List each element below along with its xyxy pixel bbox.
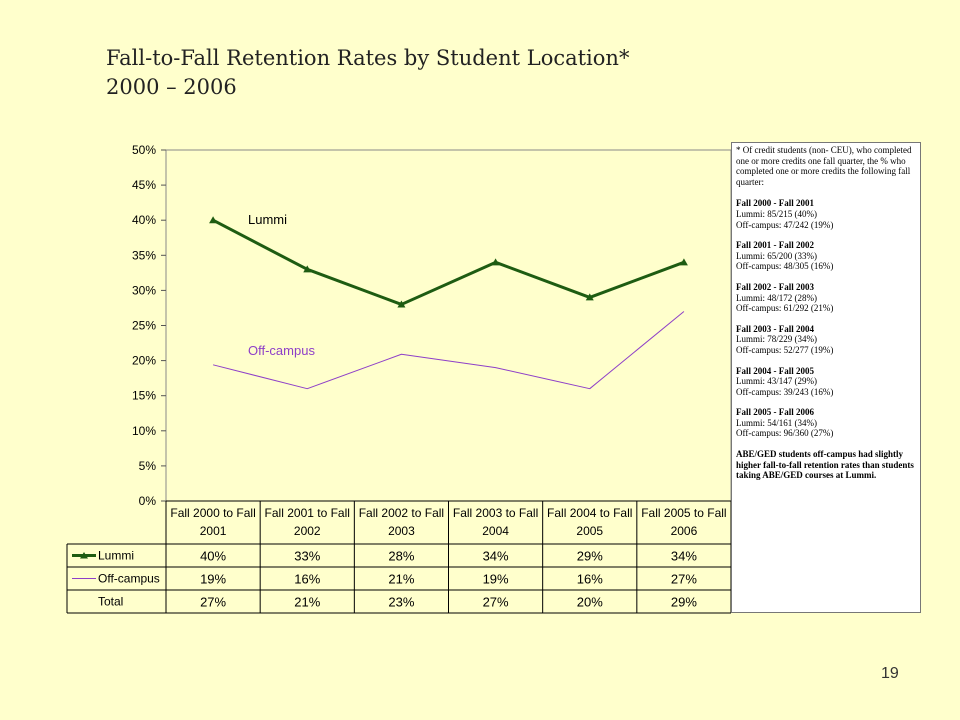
table-cell: 34% bbox=[483, 549, 509, 564]
data-point-marker bbox=[679, 258, 688, 266]
x-category-label-line2: 2001 bbox=[200, 524, 227, 538]
x-category-label-line1: Fall 2002 to Fall bbox=[359, 506, 444, 520]
note-block-2: Fall 2001 - Fall 2002 Lummi: 65/200 (33%… bbox=[736, 240, 916, 272]
note-block-heading: Fall 2004 - Fall 2005 bbox=[736, 365, 814, 376]
title-line-2: 2000 – 2006 bbox=[106, 75, 237, 99]
x-category-label-line2: 2002 bbox=[294, 524, 321, 538]
note-block-heading: Fall 2005 - Fall 2006 bbox=[736, 407, 814, 418]
x-category-label-line1: Fall 2005 to Fall bbox=[641, 506, 726, 520]
table-cell: 28% bbox=[388, 549, 414, 564]
y-tick-label: 5% bbox=[139, 459, 157, 473]
x-category-label-line1: Fall 2003 to Fall bbox=[453, 506, 538, 520]
note-block-1: Fall 2000 - Fall 2001 Lummi: 85/215 (40%… bbox=[736, 198, 916, 230]
table-cell: 20% bbox=[577, 595, 603, 610]
note-block-3: Fall 2002 - Fall 2003 Lummi: 48/172 (28%… bbox=[736, 282, 916, 314]
note-block-lummi: Lummi: 78/229 (34%) bbox=[736, 334, 817, 345]
y-tick-label: 40% bbox=[132, 213, 156, 227]
table-cell: 29% bbox=[671, 595, 697, 610]
footnote-conclusion: ABE/GED students off-campus had slightly… bbox=[736, 449, 916, 481]
note-block-lummi: Lummi: 48/172 (28%) bbox=[736, 292, 817, 303]
slide-title: Fall-to-Fall Retention Rates by Student … bbox=[106, 44, 629, 102]
table-cell: 19% bbox=[483, 572, 509, 587]
note-block-offcampus: Off-campus: 48/305 (16%) bbox=[736, 261, 834, 272]
note-block-heading: Fall 2000 - Fall 2001 bbox=[736, 198, 814, 209]
note-block-offcampus: Off-campus: 52/277 (19%) bbox=[736, 344, 834, 355]
footnote-intro: * Of credit students (non- CEU), who com… bbox=[736, 145, 912, 187]
note-block-heading: Fall 2003 - Fall 2004 bbox=[736, 323, 814, 334]
table-cell: 33% bbox=[294, 549, 320, 564]
table-cell: 23% bbox=[388, 595, 414, 610]
note-block-lummi: Lummi: 54/161 (34%) bbox=[736, 417, 817, 428]
conclusion-text: ABE/GED students off-campus had slightly… bbox=[736, 449, 914, 481]
table-cell: 16% bbox=[294, 572, 320, 587]
footnote-box: * Of credit students (non- CEU), who com… bbox=[731, 142, 921, 613]
table-cell: 21% bbox=[388, 572, 414, 587]
series-label-offcampus: Off-campus bbox=[248, 343, 315, 358]
x-category-label-line2: 2003 bbox=[388, 524, 415, 538]
x-category-label-line2: 2006 bbox=[671, 524, 698, 538]
legend-key-marker bbox=[80, 552, 88, 559]
series-line-lummi bbox=[212, 218, 685, 306]
y-tick-label: 15% bbox=[132, 389, 156, 403]
note-block-offcampus: Off-campus: 96/360 (27%) bbox=[736, 428, 834, 439]
series-label-lummi: Lummi bbox=[248, 212, 287, 227]
table-cell: 27% bbox=[200, 595, 226, 610]
note-block-offcampus: Off-campus: 39/243 (16%) bbox=[736, 386, 834, 397]
table-row-label: Off-campus bbox=[98, 572, 160, 586]
x-category-label-line2: 2005 bbox=[576, 524, 603, 538]
note-block-heading: Fall 2001 - Fall 2002 bbox=[736, 240, 814, 251]
data-point-marker bbox=[303, 265, 312, 273]
note-block-offcampus: Off-campus: 61/292 (21%) bbox=[736, 303, 834, 314]
table-cell: 16% bbox=[577, 572, 603, 587]
x-category-label-line1: Fall 2004 to Fall bbox=[547, 506, 632, 520]
table-cell: 29% bbox=[577, 549, 603, 564]
table-cell: 27% bbox=[483, 595, 509, 610]
note-block-offcampus: Off-campus: 47/242 (19%) bbox=[736, 219, 834, 230]
data-point-marker bbox=[585, 293, 594, 301]
table-row-label: Total bbox=[98, 595, 123, 609]
plot-area bbox=[165, 149, 732, 502]
note-block-4: Fall 2003 - Fall 2004 Lummi: 78/229 (34%… bbox=[736, 324, 916, 356]
note-block-5: Fall 2004 - Fall 2005 Lummi: 43/147 (29%… bbox=[736, 366, 916, 398]
table-cell: 21% bbox=[294, 595, 320, 610]
title-line-1: Fall-to-Fall Retention Rates by Student … bbox=[106, 46, 630, 70]
data-point-marker bbox=[491, 258, 500, 266]
y-tick-label: 25% bbox=[132, 319, 156, 333]
y-tick-label: 45% bbox=[132, 178, 156, 192]
y-tick-label: 50% bbox=[132, 143, 156, 157]
y-tick-label: 35% bbox=[132, 248, 156, 262]
y-tick-label: 10% bbox=[132, 424, 156, 438]
x-category-label-line1: Fall 2001 to Fall bbox=[265, 506, 350, 520]
note-block-lummi: Lummi: 85/215 (40%) bbox=[736, 208, 817, 219]
table-cell: 27% bbox=[671, 572, 697, 587]
table-cell: 19% bbox=[200, 572, 226, 587]
table-cell: 40% bbox=[200, 549, 226, 564]
page-number: 19 bbox=[881, 665, 899, 682]
series-line-off-campus bbox=[212, 311, 685, 390]
note-block-lummi: Lummi: 65/200 (33%) bbox=[736, 250, 817, 261]
note-block-lummi: Lummi: 43/147 (29%) bbox=[736, 376, 817, 387]
y-tick-label: 0% bbox=[139, 494, 157, 508]
table-row-label: Lummi bbox=[98, 549, 134, 563]
x-category-label-line1: Fall 2000 to Fall bbox=[170, 506, 255, 520]
note-block-heading: Fall 2002 - Fall 2003 bbox=[736, 281, 814, 292]
data-point-marker bbox=[397, 300, 406, 308]
y-tick-label: 30% bbox=[132, 283, 156, 297]
y-tick-label: 20% bbox=[132, 354, 156, 368]
x-category-label-line2: 2004 bbox=[482, 524, 509, 538]
data-point-marker bbox=[209, 216, 218, 224]
table-cell: 34% bbox=[671, 549, 697, 564]
note-block-6: Fall 2005 - Fall 2006 Lummi: 54/161 (34%… bbox=[736, 407, 916, 439]
